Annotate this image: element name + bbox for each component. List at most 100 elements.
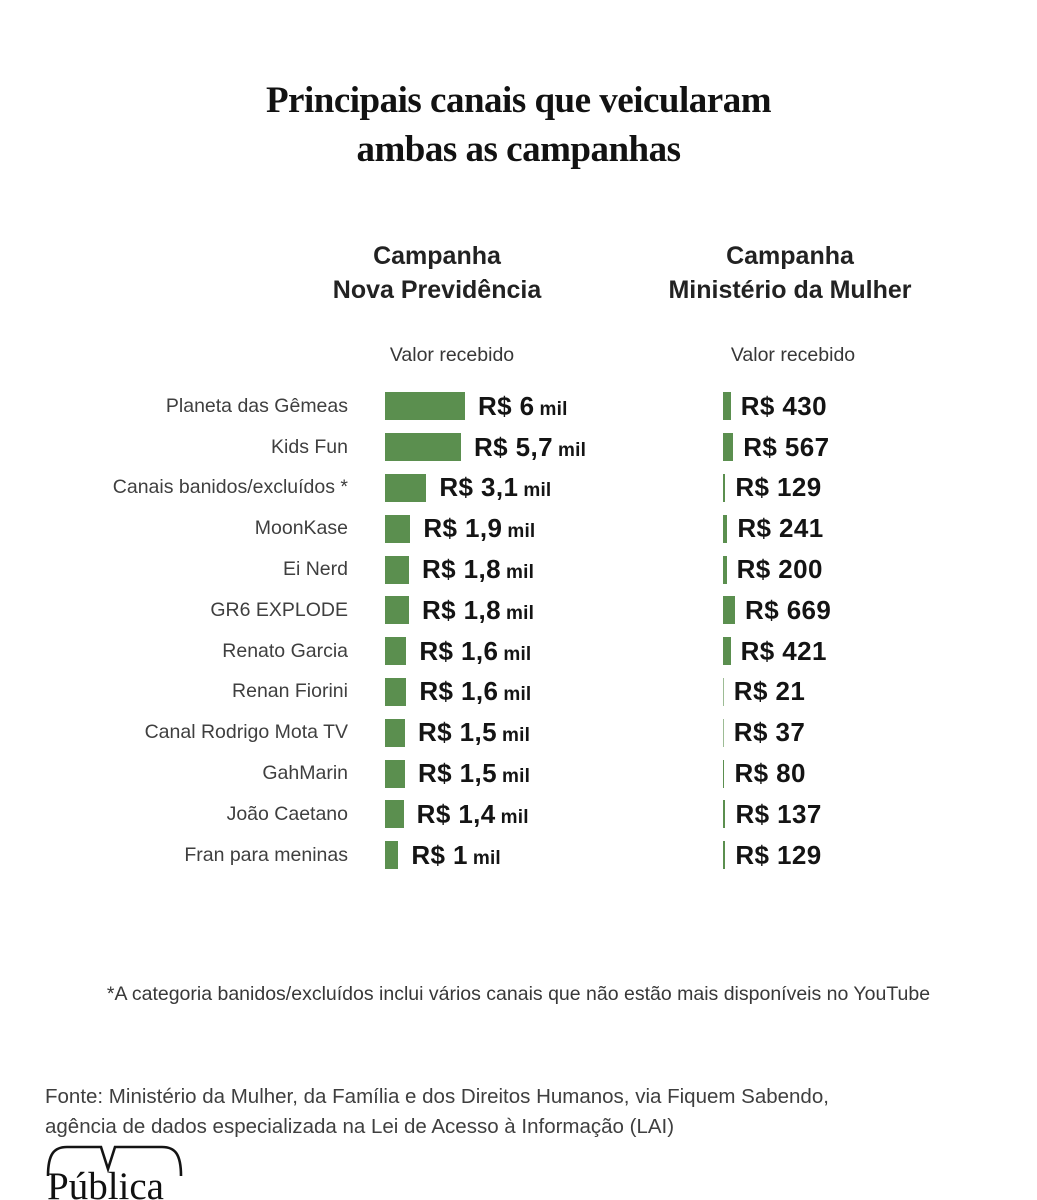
right-value-number: R$ 200 xyxy=(736,554,823,585)
right-value-bar xyxy=(723,473,726,502)
right-value-number: R$ 421 xyxy=(740,635,827,666)
right-series-cell: R$ 129 xyxy=(723,472,992,503)
right-series-cell: R$ 37 xyxy=(723,717,992,748)
chart-row: Renan Fiorini R$ 1,6 mil R$ 21 xyxy=(45,672,992,713)
left-value-label: R$ 1,5 mil xyxy=(418,758,530,789)
left-series-cell: R$ 1,8 mil xyxy=(385,554,723,585)
left-value-number: R$ 1,9 xyxy=(423,513,503,544)
column-header-left-line1: Campanha xyxy=(373,242,501,270)
left-value-bar xyxy=(385,800,404,829)
left-series-cell: R$ 1,4 mil xyxy=(385,799,723,830)
column-header-ministerio-da-mulher: Campanha Ministério da Mulher xyxy=(610,240,970,308)
left-value-number: R$ 1 xyxy=(411,839,468,870)
axis-label-right: Valor recebido xyxy=(730,344,856,366)
left-value-number: R$ 1,8 xyxy=(421,594,501,625)
right-value-bar xyxy=(723,800,726,829)
left-series-cell: R$ 1,8 mil xyxy=(385,595,723,626)
channel-label: GahMarin xyxy=(262,762,348,785)
channel-label: Fran para meninas xyxy=(184,843,348,866)
left-value-number: R$ 1,6 xyxy=(419,635,499,666)
channel-label: MoonKase xyxy=(254,517,348,540)
left-value-number: R$ 3,1 xyxy=(439,472,519,503)
right-value-bar xyxy=(723,677,724,706)
chart-title: Principais canais que veicularam ambas a… xyxy=(0,77,1037,175)
left-value-unit: mil xyxy=(472,847,501,869)
right-value-label: R$ 241 xyxy=(737,513,828,544)
left-series-cell: R$ 1,6 mil xyxy=(385,676,723,707)
left-value-label: R$ 1,4 mil xyxy=(417,799,529,830)
left-value-bar xyxy=(385,514,411,543)
right-value-label: R$ 37 xyxy=(734,717,810,748)
right-value-label: R$ 129 xyxy=(735,840,826,871)
right-value-label: R$ 200 xyxy=(737,554,828,585)
left-value-number: R$ 1,5 xyxy=(417,758,497,789)
right-value-number: R$ 129 xyxy=(735,839,822,870)
left-series-cell: R$ 1,6 mil xyxy=(385,636,723,667)
right-series-cell: R$ 137 xyxy=(723,799,992,830)
chart-row: Planeta das Gêmeas R$ 6 mil R$ 430 xyxy=(45,386,992,427)
right-series-cell: R$ 200 xyxy=(723,554,992,585)
left-value-number: R$ 1,5 xyxy=(417,717,497,748)
right-value-number: R$ 21 xyxy=(733,676,806,707)
right-value-bar xyxy=(723,596,736,625)
right-value-label: R$ 669 xyxy=(745,595,836,626)
left-value-label: R$ 1 mil xyxy=(411,840,501,871)
left-value-bar xyxy=(385,433,461,462)
left-value-label: R$ 1,8 mil xyxy=(422,554,534,585)
left-series-cell: R$ 3,1 mil xyxy=(385,472,723,503)
channel-label: Canal Rodrigo Mota TV xyxy=(144,721,348,744)
left-value-unit: mil xyxy=(507,521,536,543)
right-value-number: R$ 669 xyxy=(745,594,832,625)
right-value-bar xyxy=(723,841,726,870)
right-value-label: R$ 137 xyxy=(735,799,826,830)
right-series-cell: R$ 21 xyxy=(723,676,992,707)
left-series-cell: R$ 1,5 mil xyxy=(385,758,723,789)
chart-title-line1: Principais canais que veicularam xyxy=(265,79,772,121)
left-value-bar xyxy=(385,718,405,747)
left-value-bar xyxy=(385,637,407,666)
column-header-right-line2: Ministério da Mulher xyxy=(668,275,912,304)
chart-title-line2: ambas as campanhas xyxy=(356,128,681,170)
axis-label-left: Valor recebido xyxy=(389,344,515,366)
right-value-number: R$ 37 xyxy=(733,717,806,748)
right-value-number: R$ 137 xyxy=(735,798,822,829)
right-value-label: R$ 129 xyxy=(735,472,826,503)
left-value-label: R$ 1,8 mil xyxy=(422,595,534,626)
left-value-label: R$ 6 mil xyxy=(478,391,568,422)
left-value-number: R$ 1,4 xyxy=(416,798,496,829)
left-value-number: R$ 5,7 xyxy=(473,431,553,462)
channel-label: GR6 EXPLODE xyxy=(210,598,348,621)
publica-logo: Pública xyxy=(45,1140,245,1200)
chart-rows: Planeta das Gêmeas R$ 6 mil R$ 430 Kids F… xyxy=(45,386,992,876)
right-value-bar xyxy=(723,392,731,421)
right-value-label: R$ 430 xyxy=(741,391,832,422)
source-text: Fonte: Ministério da Mulher, da Família … xyxy=(45,1082,845,1141)
chart-row: MoonKase R$ 1,9 mil R$ 241 xyxy=(45,508,992,549)
right-series-cell: R$ 567 xyxy=(723,432,992,463)
chart-row: GR6 EXPLODE R$ 1,8 mil R$ 669 xyxy=(45,590,992,631)
left-value-unit: mil xyxy=(506,562,535,584)
right-value-label: R$ 421 xyxy=(741,636,832,667)
left-value-unit: mil xyxy=(506,602,535,624)
left-series-cell: R$ 5,7 mil xyxy=(385,432,723,463)
right-series-cell: R$ 421 xyxy=(723,636,992,667)
channel-label: Renan Fiorini xyxy=(232,680,348,703)
left-value-label: R$ 1,5 mil xyxy=(418,717,530,748)
left-value-unit: mil xyxy=(502,725,531,747)
right-value-number: R$ 129 xyxy=(735,472,822,503)
left-series-cell: R$ 1,9 mil xyxy=(385,513,723,544)
left-value-label: R$ 1,9 mil xyxy=(423,513,535,544)
right-value-number: R$ 241 xyxy=(737,513,824,544)
left-value-unit: mil xyxy=(503,643,532,665)
channel-label: João Caetano xyxy=(226,802,348,825)
left-value-label: R$ 5,7 mil xyxy=(474,432,586,463)
left-value-unit: mil xyxy=(503,684,532,706)
chart-row: Canal Rodrigo Mota TV R$ 1,5 mil R$ 37 xyxy=(45,712,992,753)
left-series-cell: R$ 1 mil xyxy=(385,840,723,871)
left-value-number: R$ 1,8 xyxy=(421,554,501,585)
left-value-bar xyxy=(385,677,407,706)
column-header-left-line2: Nova Previdência xyxy=(332,275,542,304)
right-value-bar xyxy=(723,514,728,543)
left-value-bar xyxy=(385,392,465,421)
